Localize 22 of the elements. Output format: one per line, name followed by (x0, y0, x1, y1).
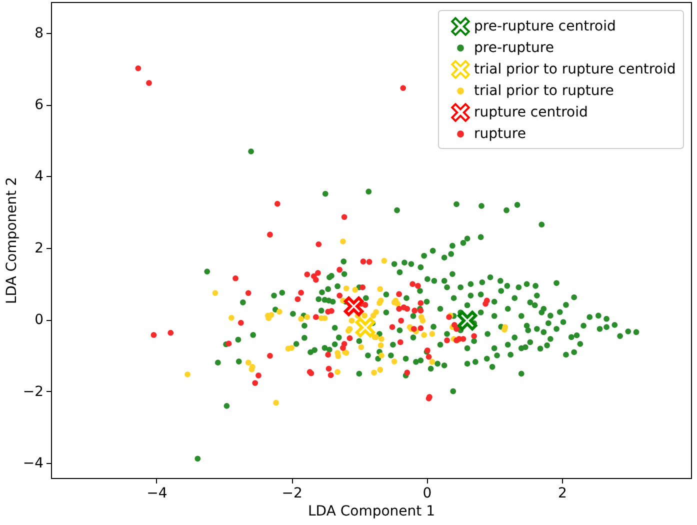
y-tick-label: −4 (22, 455, 44, 472)
x-axis-title: LDA Component 1 (308, 504, 435, 520)
x-tick-label: −2 (282, 486, 302, 502)
legend-label: trial prior to rupture centroid (474, 62, 676, 78)
x-tick-label: 0 (422, 486, 432, 502)
x-tick-label: −4 (146, 486, 168, 502)
legend-label: pre-rupture (474, 40, 554, 56)
legend-label: rupture centroid (474, 104, 588, 120)
y-tick-label: 2 (34, 240, 44, 256)
y-tick-label: 0 (34, 312, 44, 328)
legend-label: pre-rupture centroid (474, 18, 616, 34)
point (344, 296, 364, 316)
legend-label: rupture (474, 126, 526, 142)
y-tick-label: 8 (34, 25, 44, 42)
point (457, 310, 478, 331)
x-tick-label: 2 (558, 486, 567, 502)
y-tick-label: 4 (34, 168, 44, 185)
y-axis-title: LDA Component 2 (4, 177, 20, 304)
y-tick-label: −2 (22, 384, 44, 400)
legend-label: trial prior to rupture (474, 83, 614, 99)
y-tick-label: 6 (34, 97, 44, 114)
point (355, 318, 376, 338)
